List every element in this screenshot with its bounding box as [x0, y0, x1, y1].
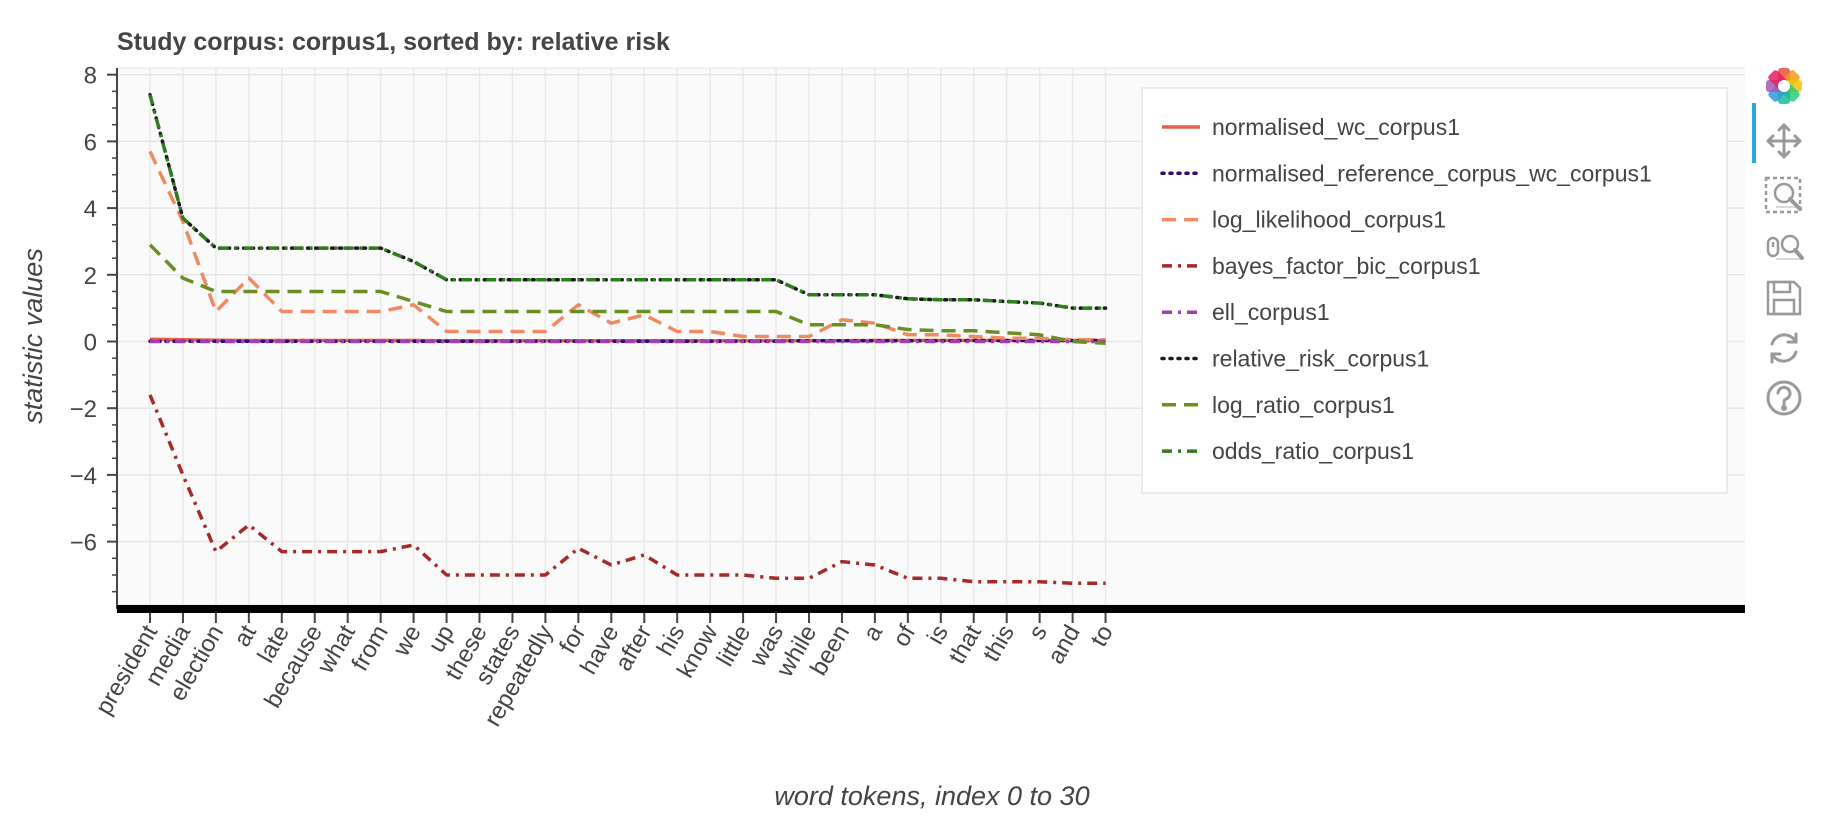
toolbar-separator [1776, 258, 1802, 260]
y-tick-label: −2 [70, 396, 97, 423]
legend-item[interactable]: bayes_factor_bic_corpus1 [1162, 253, 1481, 279]
save-tool-icon[interactable] [1756, 272, 1812, 324]
box-zoom-tool-icon[interactable] [1756, 170, 1812, 222]
y-tick-label: 8 [84, 63, 97, 90]
y-tick-label: 0 [84, 330, 97, 357]
x-tick-label: to [1085, 621, 1118, 652]
legend-item[interactable]: normalised_wc_corpus1 [1162, 114, 1460, 140]
x-tick-label: of [888, 620, 922, 651]
y-tick-label: −6 [70, 530, 97, 557]
legend-label: odds_ratio_corpus1 [1212, 438, 1414, 464]
series-line-log_ratio_corpus1 [148, 243, 1106, 345]
bokeh-logo-icon[interactable] [1756, 60, 1812, 112]
legend-label: relative_risk_corpus1 [1212, 346, 1429, 372]
legend-label: log_ratio_corpus1 [1212, 392, 1395, 418]
series-line-bayes_factor_bic_corpus1 [148, 394, 1106, 586]
active-tool-indicator [1752, 103, 1756, 163]
y-axis-label: statistic values [18, 248, 48, 424]
x-axis-line [117, 605, 1745, 613]
series-lines [148, 92, 1108, 586]
x-axis-label: word tokens, index 0 to 30 [774, 781, 1089, 811]
legend-item[interactable]: normalised_reference_corpus_wc_corpus1 [1160, 160, 1652, 186]
x-tick-label: little [712, 621, 757, 671]
help-tool-icon[interactable] [1756, 372, 1812, 424]
legend-label: normalised_wc_corpus1 [1212, 114, 1460, 140]
y-tick-label: −4 [70, 463, 97, 490]
y-tick-label: 4 [84, 196, 97, 223]
toolbar-separator [1776, 206, 1802, 208]
wheel-zoom-tool-icon[interactable] [1756, 220, 1812, 272]
pan-tool-icon[interactable] [1752, 103, 1812, 167]
x-tick-label: from [346, 621, 393, 676]
legend-label: log_likelihood_corpus1 [1212, 207, 1446, 233]
legend-label: ell_corpus1 [1212, 299, 1330, 325]
legend-item[interactable]: log_ratio_corpus1 [1162, 392, 1395, 418]
legend-item[interactable]: ell_corpus1 [1162, 299, 1330, 325]
toolbar [1752, 60, 1816, 480]
reset-tool-icon[interactable] [1756, 322, 1812, 374]
legend-box [1141, 87, 1728, 494]
series-line-log_likelihood_corpus1 [148, 150, 1106, 342]
x-tick-label: we [388, 621, 427, 662]
legend-item[interactable]: relative_risk_corpus1 [1160, 346, 1429, 372]
x-tick-label: after [610, 621, 657, 676]
x-tick-label: this [978, 621, 1020, 667]
chart-title: Study corpus: corpus1, sorted by: relati… [117, 28, 670, 56]
legend-item[interactable]: odds_ratio_corpus1 [1162, 438, 1414, 464]
legend-item[interactable]: log_likelihood_corpus1 [1162, 207, 1446, 233]
x-tick-label: and [1042, 621, 1085, 669]
y-tick-label: 6 [84, 129, 97, 156]
legend-label: normalised_reference_corpus_wc_corpus1 [1212, 160, 1652, 186]
legend[interactable]: normalised_wc_corpus1 normalised_referenc… [1141, 87, 1728, 494]
series-line-odds_ratio_corpus1 [148, 94, 1106, 310]
y-tick-label: 2 [84, 263, 97, 290]
x-tick-label: that [944, 620, 988, 668]
legend-label: bayes_factor_bic_corpus1 [1212, 253, 1481, 279]
x-tick-label: s [1023, 621, 1052, 645]
x-tick-label: a [858, 620, 888, 646]
